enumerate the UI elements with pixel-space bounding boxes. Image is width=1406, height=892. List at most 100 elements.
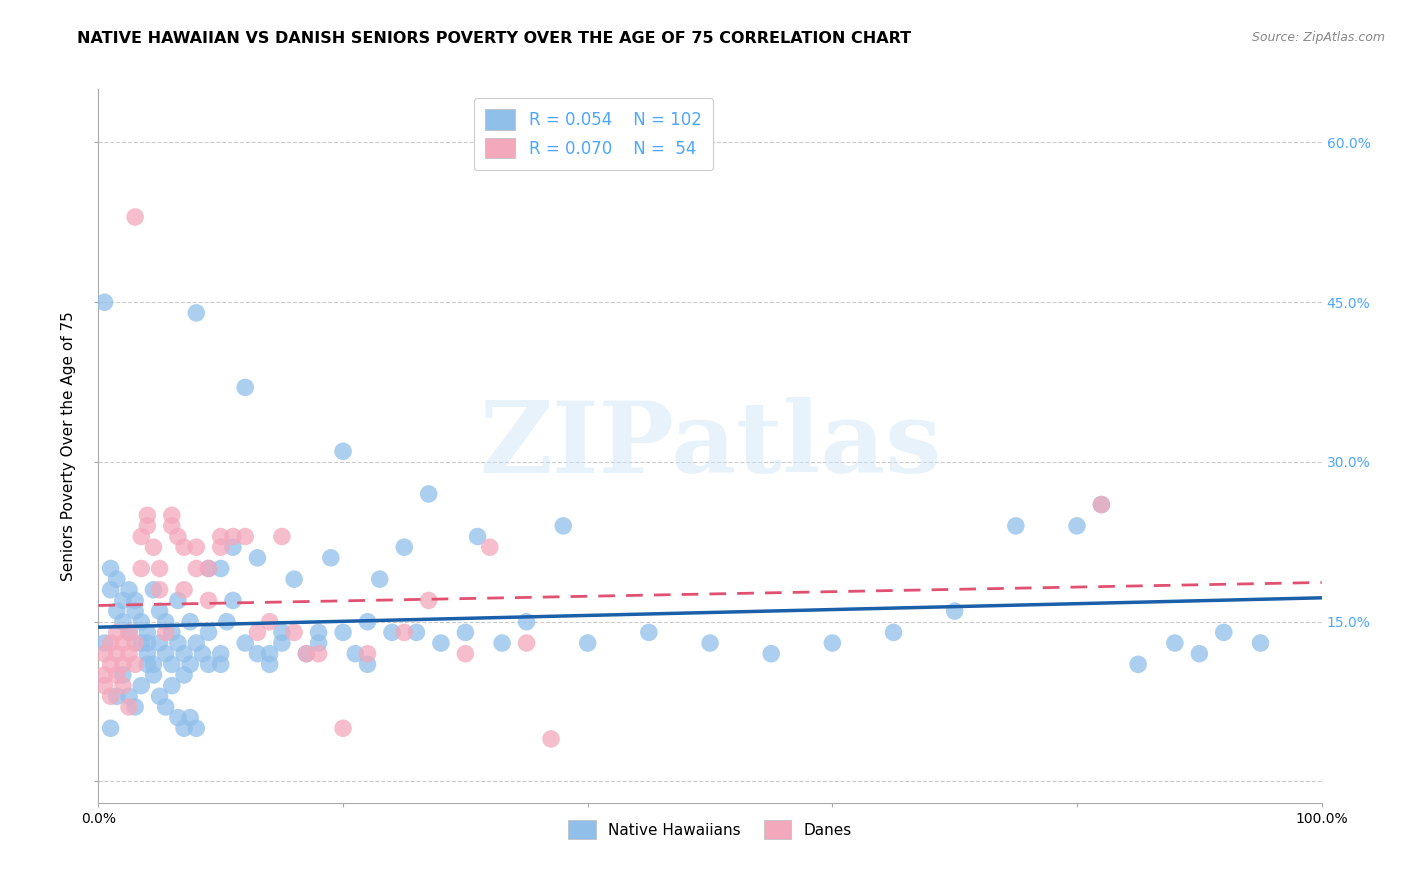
Point [124,636,146,650]
Point [142,540,165,554]
Point [100,657,122,672]
Point [943,604,966,618]
Point [111,657,134,672]
Point [319,550,342,565]
Point [155,625,177,640]
Point [105,690,128,704]
Legend: Native Hawaiians, Danes: Native Hawaiians, Danes [562,814,858,845]
Point [111,636,134,650]
Point [93,636,115,650]
Point [136,625,159,640]
Point [197,561,219,575]
Point [105,647,128,661]
Point [100,721,122,735]
Point [118,582,141,597]
Point [233,529,256,543]
Point [332,625,354,640]
Point [699,636,721,650]
Point [105,668,128,682]
Point [173,721,195,735]
Point [270,636,294,650]
Point [186,636,208,650]
Point [283,572,305,586]
Point [1249,636,1271,650]
Point [215,615,238,629]
Point [111,679,134,693]
Point [160,625,183,640]
Point [93,668,115,682]
Point [209,647,232,661]
Point [1164,636,1187,650]
Point [295,647,318,661]
Point [515,636,537,650]
Point [124,604,146,618]
Point [283,625,305,640]
Point [118,700,141,714]
Point [209,529,232,543]
Point [332,721,354,735]
Point [197,593,219,607]
Point [111,615,134,629]
Point [392,625,416,640]
Point [100,561,122,575]
Point [344,647,367,661]
Point [259,657,281,672]
Y-axis label: Seniors Poverty Over the Age of 75: Seniors Poverty Over the Age of 75 [60,311,76,581]
Point [430,636,453,650]
Point [332,444,354,458]
Point [149,690,172,704]
Point [149,636,172,650]
Point [160,679,183,693]
Point [129,636,152,650]
Point [118,625,141,640]
Point [129,615,152,629]
Point [129,529,152,543]
Point [129,679,152,693]
Point [142,657,165,672]
Point [454,625,477,640]
Point [155,615,177,629]
Point [173,582,195,597]
Point [246,647,269,661]
Point [186,306,208,320]
Point [124,210,146,224]
Point [149,604,172,618]
Point [418,487,440,501]
Point [246,625,269,640]
Point [179,657,201,672]
Text: NATIVE HAWAIIAN VS DANISH SENIORS POVERTY OVER THE AGE OF 75 CORRELATION CHART: NATIVE HAWAIIAN VS DANISH SENIORS POVERT… [77,31,911,46]
Point [540,731,562,746]
Point [1090,498,1112,512]
Point [105,604,128,618]
Point [356,615,378,629]
Point [111,593,134,607]
Point [308,647,330,661]
Point [308,636,330,650]
Point [222,540,245,554]
Text: Source: ZipAtlas.com: Source: ZipAtlas.com [1251,31,1385,45]
Point [186,561,208,575]
Point [160,657,183,672]
Point [136,647,159,661]
Point [197,657,219,672]
Point [1212,625,1234,640]
Point [167,529,190,543]
Point [136,657,159,672]
Point [418,593,440,607]
Point [149,561,172,575]
Point [270,625,294,640]
Point [295,647,318,661]
Point [149,582,172,597]
Point [173,668,195,682]
Point [105,625,128,640]
Point [491,636,513,650]
Point [381,625,404,640]
Point [637,625,661,640]
Point [233,380,256,394]
Point [167,636,190,650]
Point [124,657,146,672]
Point [209,561,232,575]
Point [209,657,232,672]
Point [222,593,245,607]
Point [173,540,195,554]
